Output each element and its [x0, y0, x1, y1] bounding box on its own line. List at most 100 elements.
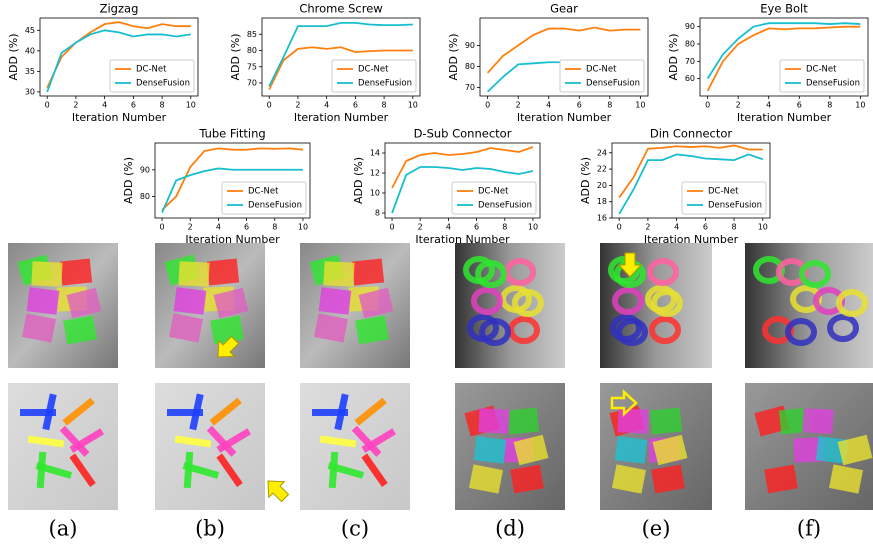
y-tick-label: 60	[685, 74, 695, 83]
y-tick-label: 85	[247, 30, 257, 39]
x-tick-label: 0	[485, 101, 490, 110]
chart-title: Chrome Screw	[299, 2, 382, 16]
y-tick-label: 10	[370, 189, 380, 198]
legend-label: DenseFusion	[136, 79, 190, 89]
panel-label: (f)	[797, 517, 821, 541]
photo-object	[650, 407, 682, 434]
chart-title: Zigzag	[100, 2, 139, 16]
chart: Tube Fitting80900246810Iteration NumberA…	[122, 127, 310, 247]
legend-label: DC-Net	[806, 65, 837, 75]
y-tick-label: 75	[247, 62, 257, 71]
photo-object	[174, 287, 207, 314]
photo-object	[31, 261, 62, 287]
photo-object	[60, 258, 92, 285]
photo-object	[207, 258, 239, 285]
y-tick-label: 80	[140, 192, 150, 201]
panel-label: (e)	[642, 517, 671, 541]
x-tick-label: 6	[797, 101, 802, 110]
y-tick-label: 80	[465, 62, 475, 71]
x-tick-label: 10	[528, 223, 538, 232]
x-tick-label: 0	[389, 223, 394, 232]
x-tick-label: 10	[186, 101, 196, 110]
y-tick-label: 70	[685, 57, 695, 66]
y-tick-label: 22	[597, 165, 607, 174]
x-tick-label: 2	[645, 223, 650, 232]
y-axis-label: ADD (%)	[122, 157, 135, 204]
photo-object	[352, 258, 384, 285]
x-tick-label: 0	[705, 101, 710, 110]
legend-label: DenseFusion	[248, 201, 302, 211]
x-tick-label: 0	[617, 223, 622, 232]
figure: (a)(b)(c)(d)(e)(f)Zigzag303540450246810I…	[0, 0, 873, 544]
panel-label: (c)	[341, 517, 369, 541]
legend-label: DenseFusion	[586, 79, 640, 89]
x-axis-label: Iteration Number	[294, 111, 389, 124]
photo-object	[510, 465, 544, 494]
x-axis-label: Iteration Number	[517, 111, 612, 124]
y-axis-label: ADD (%)	[447, 34, 460, 81]
y-tick-label: 80	[247, 46, 257, 55]
x-tick-label: 2	[295, 101, 300, 110]
x-axis-label: Iteration Number	[185, 233, 280, 246]
x-tick-label: 6	[474, 223, 479, 232]
x-axis-label: Iteration Number	[644, 233, 739, 246]
x-tick-label: 2	[73, 101, 78, 110]
x-tick-label: 8	[160, 101, 165, 110]
x-tick-label: 6	[244, 223, 249, 232]
y-tick-label: 70	[465, 83, 475, 92]
y-tick-label: 8	[375, 209, 380, 218]
photo-object	[319, 287, 352, 314]
y-tick-label: 35	[25, 67, 35, 76]
y-tick-label: 40	[25, 46, 35, 55]
x-tick-label: 10	[758, 223, 768, 232]
panel-label: (b)	[195, 517, 225, 541]
photo-object	[355, 316, 389, 345]
x-tick-label: 8	[607, 101, 612, 110]
photo-object	[474, 436, 507, 463]
x-tick-label: 10	[635, 101, 645, 110]
x-tick-label: 6	[131, 101, 136, 110]
y-tick-label: 80	[685, 40, 695, 49]
legend-label: DC-Net	[136, 65, 167, 75]
y-tick-label: 16	[597, 214, 607, 223]
photo-object	[63, 316, 97, 345]
x-tick-label: 6	[703, 223, 708, 232]
x-tick-label: 4	[446, 223, 451, 232]
x-tick-label: 2	[188, 223, 193, 232]
chart-title: Gear	[550, 2, 578, 16]
y-tick-label: 12	[370, 169, 380, 178]
y-axis-label: ADD (%)	[667, 34, 680, 81]
x-axis-label: Iteration Number	[737, 111, 832, 124]
x-tick-label: 0	[159, 223, 164, 232]
y-tick-label: 24	[597, 148, 607, 157]
legend-label: DenseFusion	[806, 79, 860, 89]
legend-label: DC-Net	[248, 187, 279, 197]
y-tick-label: 90	[685, 22, 695, 31]
legend-label: DC-Net	[586, 65, 617, 75]
chart: Chrome Screw707580850246810Iteration Num…	[229, 2, 420, 125]
x-tick-label: 8	[272, 223, 277, 232]
legend-label: DC-Net	[478, 187, 509, 197]
y-axis-label: ADD (%)	[352, 157, 365, 204]
chart-title: Eye Bolt	[760, 2, 808, 16]
photo-object	[802, 408, 833, 434]
x-tick-label: 4	[674, 223, 679, 232]
x-tick-label: 2	[516, 101, 521, 110]
x-tick-label: 2	[736, 101, 741, 110]
chart-title: D-Sub Connector	[414, 127, 512, 141]
x-tick-label: 8	[732, 223, 737, 232]
chart-title: Tube Fitting	[198, 127, 265, 141]
x-tick-label: 10	[408, 101, 418, 110]
x-tick-label: 4	[324, 101, 329, 110]
y-tick-label: 20	[597, 181, 607, 190]
chart-title: Din Connector	[650, 127, 733, 141]
y-tick-label: 90	[465, 41, 475, 50]
x-tick-label: 10	[855, 101, 865, 110]
x-tick-label: 10	[298, 223, 308, 232]
x-tick-label: 8	[502, 223, 507, 232]
x-tick-label: 2	[418, 223, 423, 232]
x-tick-label: 4	[102, 101, 107, 110]
photo-object	[210, 316, 244, 345]
legend-label: DC-Net	[708, 187, 739, 197]
y-axis-label: ADD (%)	[7, 34, 20, 81]
